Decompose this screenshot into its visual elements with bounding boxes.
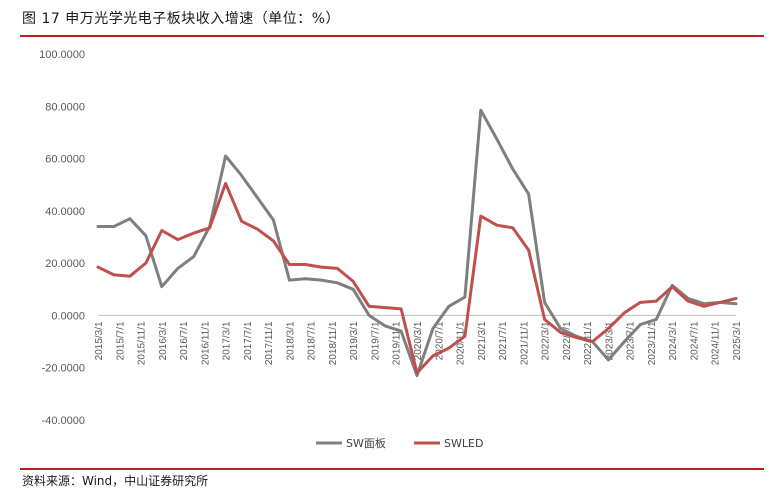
- x-tick-label: 2020/3/1: [413, 321, 424, 360]
- x-tick-label: 2017/11/1: [264, 321, 275, 365]
- x-tick-label: 2018/11/1: [328, 321, 339, 365]
- x-tick-label: 2020/11/1: [456, 321, 467, 365]
- x-tick-label: 2022/3/1: [541, 321, 552, 360]
- x-tick-label: 2023/11/1: [647, 321, 658, 365]
- x-tick-label: 2018/3/1: [285, 321, 296, 360]
- x-tick-label: 2022/11/1: [583, 321, 594, 365]
- y-tick-label: 0.0000: [51, 310, 85, 322]
- x-tick-label: 2019/3/1: [349, 321, 360, 360]
- x-tick-label: 2016/3/1: [158, 321, 169, 360]
- x-tick-label: 2016/7/1: [179, 321, 190, 360]
- x-tick-label: 2024/11/1: [711, 321, 722, 365]
- x-tick-label: 2019/7/1: [370, 321, 381, 360]
- y-tick-label: -40.0000: [42, 415, 85, 427]
- series-lines: [96, 108, 738, 378]
- x-tick-label: 2022/7/1: [562, 321, 573, 360]
- x-tick-label: 2019/11/1: [392, 321, 403, 365]
- x-tick-label: 2025/3/1: [732, 321, 743, 360]
- y-tick-label: 20.0000: [45, 258, 85, 270]
- series-line: [96, 181, 738, 375]
- y-tick-label: 100.0000: [39, 49, 85, 61]
- y-tick-label: 40.0000: [45, 206, 85, 218]
- x-tick-label: 2020/7/1: [434, 321, 445, 360]
- legend-label: SW面板: [346, 436, 386, 450]
- y-tick-label: 80.0000: [45, 101, 85, 113]
- y-tick-label: -20.0000: [42, 363, 85, 375]
- x-tick-label: 2015/3/1: [94, 321, 105, 360]
- x-tick-label: 2024/3/1: [668, 321, 679, 360]
- x-tick-label: 2023/7/1: [626, 321, 637, 360]
- y-tick-label: 60.0000: [45, 154, 85, 166]
- x-tick-label: 2021/3/1: [477, 321, 488, 360]
- x-tick-label: 2024/7/1: [689, 321, 700, 360]
- x-tick-label: 2015/7/1: [115, 321, 126, 360]
- x-tick-label: 2023/3/1: [604, 321, 615, 360]
- chart-legend: SW面板 SWLED: [316, 436, 483, 450]
- y-axis-tick-labels: 100.0000 80.0000 60.0000 40.0000 20.0000 0.00…: [39, 49, 85, 427]
- series-line: [96, 108, 738, 378]
- x-tick-label: 2021/7/1: [498, 321, 509, 360]
- x-tick-label: 2015/11/1: [137, 321, 148, 365]
- x-tick-label: 2018/7/1: [307, 321, 318, 360]
- x-tick-label: 2021/11/1: [519, 321, 530, 365]
- legend-label: SWLED: [444, 437, 483, 450]
- x-tick-label: 2017/3/1: [222, 321, 233, 360]
- x-axis-tick-labels: 2015/3/1 2015/7/1 2015/11/1 2016/3/1 2016/7/…: [94, 321, 743, 365]
- chart-title: 图 17 申万光学光电子板块收入增速（单位：%）: [22, 11, 341, 27]
- top-divider: [20, 35, 764, 37]
- bottom-divider: [20, 468, 764, 470]
- x-tick-label: 2017/7/1: [243, 321, 254, 360]
- x-tick-label: 2016/11/1: [200, 321, 211, 365]
